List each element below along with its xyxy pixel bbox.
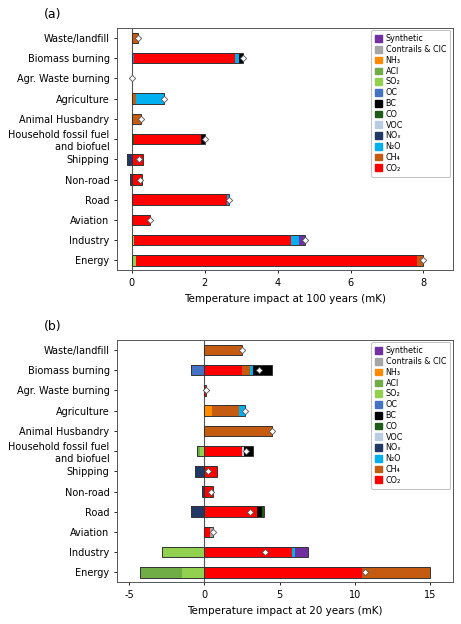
Bar: [253, 365, 272, 376]
Bar: [205, 466, 217, 477]
Bar: [134, 235, 291, 245]
Bar: [227, 195, 229, 205]
Bar: [132, 174, 142, 185]
Bar: [195, 466, 205, 477]
Bar: [132, 134, 134, 144]
Bar: [242, 446, 244, 456]
Bar: [205, 466, 217, 477]
Bar: [134, 53, 235, 64]
Bar: [205, 406, 245, 416]
Text: (a): (a): [43, 7, 61, 21]
Bar: [205, 446, 254, 456]
Bar: [127, 154, 132, 165]
Bar: [132, 32, 138, 43]
Bar: [362, 567, 430, 578]
Bar: [205, 486, 213, 497]
Bar: [211, 527, 213, 537]
Bar: [132, 215, 150, 225]
Bar: [239, 53, 242, 64]
Bar: [136, 94, 164, 104]
Bar: [239, 406, 245, 416]
Bar: [292, 547, 296, 557]
Bar: [205, 547, 292, 557]
Bar: [212, 406, 239, 416]
Bar: [197, 446, 200, 456]
Bar: [140, 567, 182, 578]
Bar: [132, 94, 136, 104]
Bar: [191, 507, 205, 517]
Bar: [134, 134, 201, 144]
Bar: [130, 174, 132, 185]
Bar: [205, 527, 213, 537]
Bar: [205, 486, 213, 497]
Bar: [132, 154, 143, 165]
X-axis label: Temperature impact at 100 years (mK): Temperature impact at 100 years (mK): [184, 294, 386, 304]
Bar: [205, 426, 272, 436]
Legend: Synthetic, Contrails & CIC, NH₃, ACl, SO₂, OC, BC, CO, VOC, NOₓ, N₂O, CH₄, CO₂: Synthetic, Contrails & CIC, NH₃, ACl, SO…: [371, 31, 450, 177]
Bar: [136, 255, 417, 266]
Bar: [132, 32, 138, 43]
Bar: [205, 365, 242, 376]
Bar: [262, 507, 264, 517]
Bar: [296, 547, 307, 557]
Bar: [132, 195, 227, 205]
Bar: [417, 255, 424, 266]
Text: (b): (b): [43, 319, 61, 333]
Bar: [205, 567, 362, 578]
Bar: [132, 255, 424, 266]
Bar: [205, 365, 272, 376]
Bar: [249, 365, 253, 376]
Bar: [205, 527, 211, 537]
Bar: [205, 385, 206, 396]
Bar: [205, 385, 206, 396]
Bar: [132, 235, 134, 245]
Bar: [205, 406, 212, 416]
Bar: [191, 507, 205, 517]
Bar: [257, 507, 262, 517]
Bar: [132, 114, 141, 124]
Bar: [201, 134, 206, 144]
Bar: [132, 134, 206, 144]
Bar: [132, 114, 141, 124]
Bar: [291, 235, 299, 245]
Bar: [205, 344, 242, 355]
Bar: [127, 154, 132, 165]
Bar: [205, 426, 272, 436]
Bar: [205, 567, 430, 578]
Bar: [130, 174, 132, 185]
Bar: [132, 174, 142, 185]
Bar: [205, 507, 257, 517]
Bar: [132, 154, 143, 165]
Bar: [202, 486, 205, 497]
Bar: [197, 446, 205, 456]
Bar: [132, 94, 164, 104]
Bar: [132, 53, 242, 64]
Bar: [132, 255, 136, 266]
Bar: [182, 567, 205, 578]
Bar: [299, 235, 305, 245]
Bar: [195, 466, 205, 477]
Bar: [140, 567, 205, 578]
Bar: [205, 344, 242, 355]
Bar: [235, 53, 239, 64]
Legend: Synthetic, Contrails & CIC, NH₃, ACl, SO₂, OC, BC, CO, VOC, NOₓ, N₂O, CH₄, CO₂: Synthetic, Contrails & CIC, NH₃, ACl, SO…: [371, 343, 450, 489]
Bar: [205, 507, 264, 517]
Bar: [132, 235, 305, 245]
Bar: [191, 365, 205, 376]
Bar: [132, 195, 229, 205]
Bar: [242, 365, 249, 376]
Bar: [191, 365, 205, 376]
Bar: [205, 547, 307, 557]
Bar: [202, 486, 205, 497]
Bar: [162, 547, 205, 557]
Bar: [132, 215, 150, 225]
X-axis label: Temperature impact at 20 years (mK): Temperature impact at 20 years (mK): [187, 606, 383, 616]
Bar: [200, 446, 205, 456]
Bar: [132, 53, 134, 64]
Bar: [244, 446, 254, 456]
Bar: [162, 547, 205, 557]
Bar: [205, 446, 242, 456]
